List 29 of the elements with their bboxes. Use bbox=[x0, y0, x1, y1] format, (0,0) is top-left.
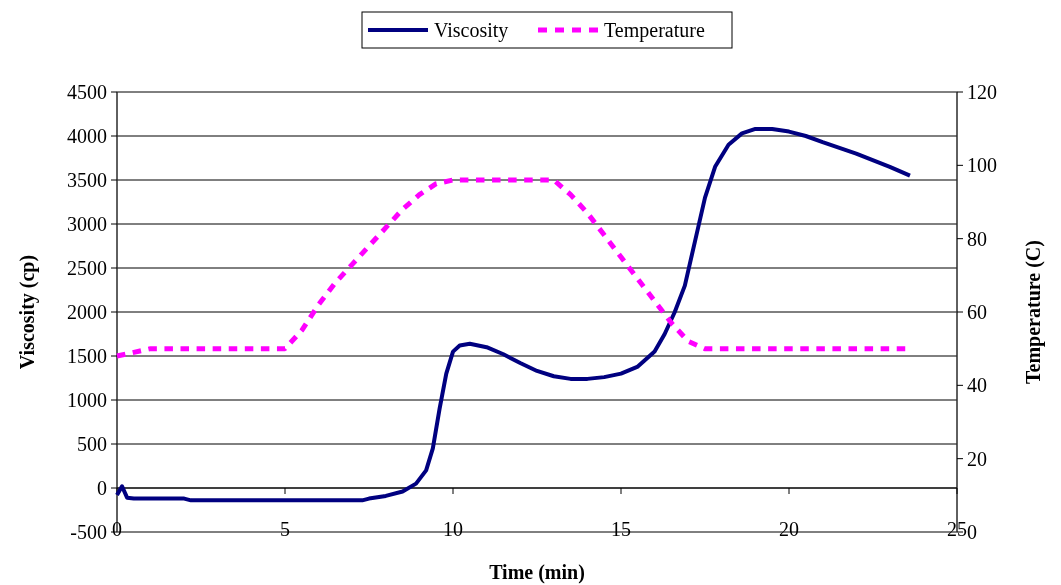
y2-tick-label: 120 bbox=[967, 81, 997, 103]
legend-label: Temperature bbox=[604, 19, 705, 42]
y-tick-label: -500 bbox=[70, 521, 107, 543]
y2-axis-title: Temperature (C) bbox=[1022, 240, 1045, 384]
line-series bbox=[115, 126, 912, 503]
y-tick-label: 2500 bbox=[67, 257, 107, 279]
x-axis-title: Time (min) bbox=[489, 561, 585, 584]
y2-tick-label: 40 bbox=[967, 374, 987, 397]
y-tick-label: 3000 bbox=[67, 213, 107, 235]
y-tick-label: 500 bbox=[77, 433, 107, 455]
x-tick-label: 0 bbox=[112, 518, 122, 540]
y2-tick-label: 100 bbox=[967, 154, 997, 177]
y-tick-label: 4500 bbox=[67, 81, 107, 103]
y-tick-label: 2000 bbox=[67, 301, 107, 323]
y-tick-label: 1500 bbox=[67, 345, 107, 367]
y-tick-label: 0 bbox=[97, 477, 107, 499]
y2-tick-label: 20 bbox=[967, 447, 987, 470]
y-axis-title: Viscosity (cp) bbox=[16, 254, 39, 370]
x-tick-label: 5 bbox=[280, 518, 290, 540]
legend-label: Viscosity bbox=[434, 19, 509, 42]
x-tick-label: 15 bbox=[611, 518, 631, 540]
y-tick-label: 3500 bbox=[67, 169, 107, 191]
x-tick-label: 20 bbox=[779, 518, 799, 540]
y2-tick-label: 60 bbox=[967, 301, 987, 323]
x-tick-label: 10 bbox=[443, 518, 463, 540]
y-tick-label: 1000 bbox=[67, 389, 107, 411]
y-tick-label: 4000 bbox=[67, 125, 107, 147]
x-tick-label: 25 bbox=[947, 518, 967, 540]
y2-tick-label: 80 bbox=[967, 227, 987, 250]
